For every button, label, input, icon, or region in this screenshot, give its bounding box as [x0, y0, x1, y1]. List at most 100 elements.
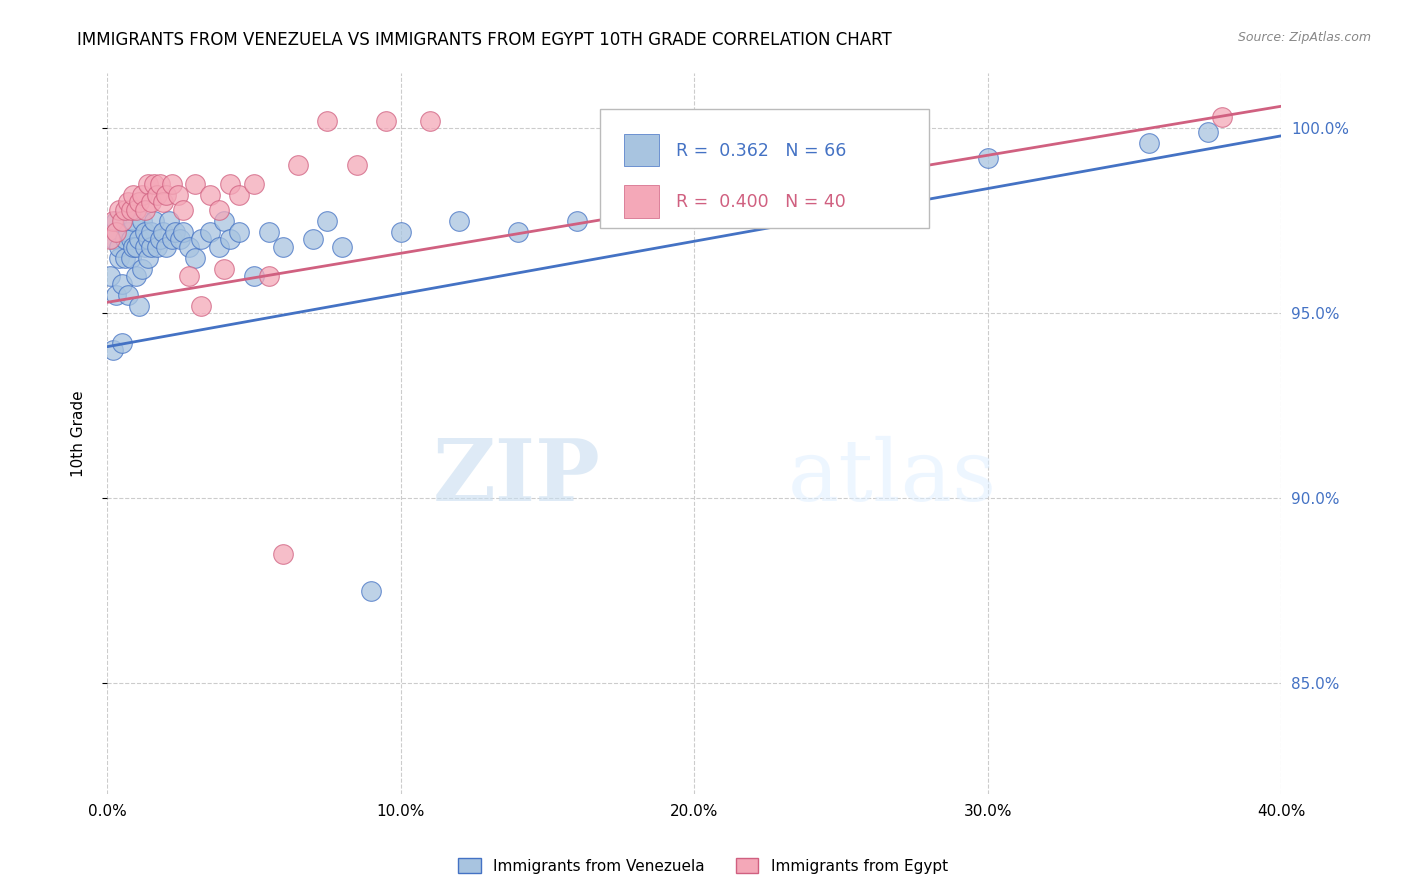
- Point: [134, 202, 156, 217]
- Point: [111, 277, 134, 291]
- Point: [228, 225, 250, 239]
- Point: [108, 240, 131, 254]
- Point: [114, 232, 136, 246]
- Point: [120, 251, 142, 265]
- Point: [122, 214, 145, 228]
- Point: [190, 299, 212, 313]
- Point: [101, 343, 124, 358]
- Point: [346, 158, 368, 172]
- Point: [108, 251, 131, 265]
- Point: [139, 240, 162, 254]
- Point: [316, 114, 339, 128]
- Point: [157, 214, 180, 228]
- Point: [136, 232, 159, 246]
- Point: [143, 214, 166, 228]
- Text: atlas: atlas: [787, 435, 997, 518]
- Point: [152, 195, 174, 210]
- Point: [160, 177, 183, 191]
- Point: [184, 177, 207, 191]
- Point: [125, 240, 148, 254]
- Point: [419, 114, 441, 128]
- Point: [169, 232, 191, 246]
- Point: [257, 269, 280, 284]
- Point: [198, 188, 221, 202]
- Point: [976, 151, 998, 165]
- Point: [1197, 125, 1219, 139]
- Text: Source: ZipAtlas.com: Source: ZipAtlas.com: [1237, 31, 1371, 45]
- Point: [374, 114, 396, 128]
- Point: [101, 232, 124, 246]
- Point: [131, 188, 153, 202]
- Point: [131, 262, 153, 277]
- Point: [624, 202, 647, 217]
- Point: [198, 225, 221, 239]
- Point: [243, 269, 266, 284]
- Bar: [624, 134, 659, 167]
- Point: [104, 214, 127, 228]
- Point: [889, 158, 911, 172]
- Point: [207, 202, 229, 217]
- Point: [134, 240, 156, 254]
- Point: [166, 188, 188, 202]
- Point: [163, 225, 186, 239]
- Point: [98, 269, 121, 284]
- Point: [125, 202, 148, 217]
- Point: [330, 240, 353, 254]
- FancyBboxPatch shape: [600, 109, 929, 228]
- Point: [152, 225, 174, 239]
- Point: [214, 262, 236, 277]
- Point: [449, 214, 471, 228]
- Point: [125, 269, 148, 284]
- Point: [172, 225, 194, 239]
- Point: [120, 202, 142, 217]
- Point: [139, 225, 162, 239]
- Point: [741, 177, 763, 191]
- Point: [108, 202, 131, 217]
- Point: [219, 232, 242, 246]
- Point: [1211, 111, 1233, 125]
- Text: IMMIGRANTS FROM VENEZUELA VS IMMIGRANTS FROM EGYPT 10TH GRADE CORRELATION CHART: IMMIGRANTS FROM VENEZUELA VS IMMIGRANTS …: [77, 31, 891, 49]
- Point: [134, 225, 156, 239]
- Point: [104, 288, 127, 302]
- Point: [136, 251, 159, 265]
- Text: ZIP: ZIP: [433, 435, 600, 519]
- Point: [146, 240, 169, 254]
- Point: [1137, 136, 1160, 151]
- Point: [149, 177, 172, 191]
- Point: [257, 225, 280, 239]
- Point: [190, 232, 212, 246]
- Bar: [624, 186, 659, 218]
- Point: [114, 251, 136, 265]
- Point: [287, 158, 309, 172]
- Point: [139, 195, 162, 210]
- Point: [271, 547, 294, 561]
- Point: [155, 240, 177, 254]
- Point: [228, 188, 250, 202]
- Point: [172, 202, 194, 217]
- Point: [683, 188, 706, 202]
- Legend: Immigrants from Venezuela, Immigrants from Egypt: Immigrants from Venezuela, Immigrants fr…: [453, 852, 953, 880]
- Point: [214, 214, 236, 228]
- Point: [160, 232, 183, 246]
- Point: [271, 240, 294, 254]
- Point: [149, 232, 172, 246]
- Point: [800, 166, 823, 180]
- Point: [184, 251, 207, 265]
- Point: [301, 232, 323, 246]
- Point: [128, 195, 150, 210]
- Point: [360, 583, 382, 598]
- Point: [128, 232, 150, 246]
- Point: [207, 240, 229, 254]
- Point: [128, 299, 150, 313]
- Point: [565, 214, 588, 228]
- Point: [117, 195, 139, 210]
- Point: [104, 225, 127, 239]
- Text: R =  0.400   N = 40: R = 0.400 N = 40: [676, 193, 846, 211]
- Point: [101, 214, 124, 228]
- Point: [122, 240, 145, 254]
- Point: [316, 214, 339, 228]
- Point: [389, 225, 412, 239]
- Point: [122, 188, 145, 202]
- Point: [111, 214, 134, 228]
- Y-axis label: 10th Grade: 10th Grade: [72, 391, 86, 477]
